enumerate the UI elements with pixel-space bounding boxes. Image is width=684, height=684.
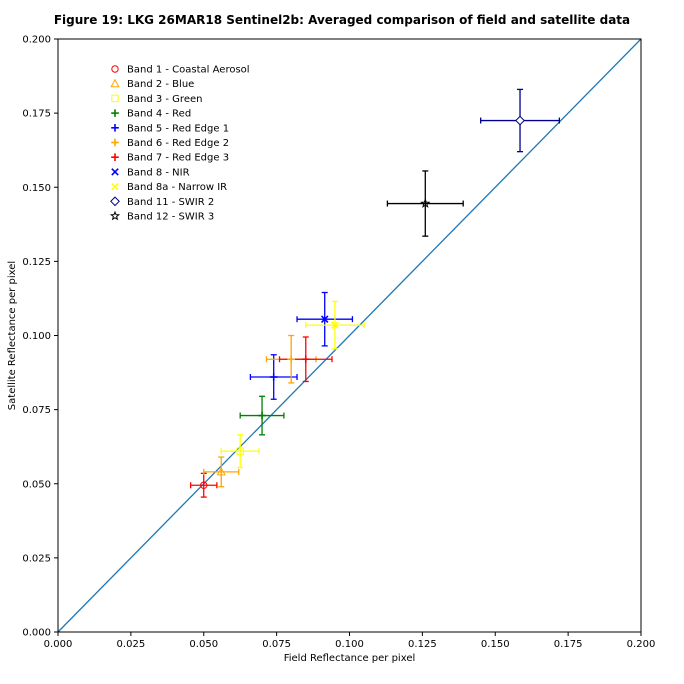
marker-square xyxy=(111,94,119,103)
legend-label: Band 5 - Red Edge 1 xyxy=(127,123,229,134)
legend-label: Band 8 - NIR xyxy=(127,167,190,178)
legend-entry: Band 8a - Narrow IR xyxy=(111,182,227,193)
y-tick-label: 0.100 xyxy=(22,331,51,342)
reference-line xyxy=(57,38,642,633)
legend-label: Band 3 - Green xyxy=(127,94,202,105)
data-point xyxy=(200,481,208,489)
data-point xyxy=(320,315,329,323)
data-point xyxy=(515,115,525,126)
data-point xyxy=(331,321,339,329)
legend-label: Band 8a - Narrow IR xyxy=(127,182,227,193)
legend-entry: Band 7 - Red Edge 3 xyxy=(111,153,229,164)
y-axis-label: Satellite Reflectance per pixel xyxy=(7,261,18,410)
x-tick-label: 0.075 xyxy=(262,639,291,650)
legend-label: Band 7 - Red Edge 3 xyxy=(127,153,229,164)
marker-x-b xyxy=(111,168,119,176)
x-tick-label: 0.000 xyxy=(44,639,73,650)
x-tick-label: 0.175 xyxy=(554,639,583,650)
errorbar-layer xyxy=(189,88,561,498)
marker-triangle xyxy=(110,78,120,88)
legend-entry: Band 5 - Red Edge 1 xyxy=(111,123,229,134)
reference-line-layer xyxy=(57,38,642,633)
data-point xyxy=(269,373,278,381)
marker-circle xyxy=(200,481,208,489)
y-tick-label: 0.150 xyxy=(22,183,51,194)
x-tick-label: 0.100 xyxy=(335,639,364,650)
legend-label: Band 11 - SWIR 2 xyxy=(127,197,214,208)
legend: Band 1 - Coastal Aerosol Band 2 - Blue Ban… xyxy=(109,65,250,223)
legend-label: Band 2 - Blue xyxy=(127,79,194,90)
x-axis: 0.000 0.025 0.050 0.075 0.100 0.125 0.150 0.175… xyxy=(44,632,656,650)
data-point xyxy=(236,447,244,455)
marker-square xyxy=(236,447,244,455)
chart-title: Figure 19: LKG 26MAR18 Sentinel2b: Avera… xyxy=(54,13,630,27)
y-tick-label: 0.075 xyxy=(22,405,51,416)
y-axis: 0.000 0.025 0.050 0.075 0.100 0.125 0.150 0.175… xyxy=(22,35,58,639)
legend-entry: Band 12 - SWIR 3 xyxy=(109,210,214,223)
x-tick-label: 0.200 xyxy=(627,639,656,650)
marker-circle xyxy=(111,65,119,73)
errorbar xyxy=(189,472,218,498)
y-tick-label: 0.200 xyxy=(22,35,51,46)
marker-x-b xyxy=(320,315,329,323)
marker-layer xyxy=(200,115,525,489)
legend-entry: Band 11 - SWIR 2 xyxy=(110,196,214,208)
x-tick-label: 0.050 xyxy=(189,639,218,650)
legend-entry: Band 8 - NIR xyxy=(111,167,190,178)
y-tick-label: 0.125 xyxy=(22,257,51,268)
y-tick-label: 0.025 xyxy=(22,553,51,564)
y-tick-label: 0.175 xyxy=(22,109,51,120)
marker-triangle xyxy=(216,466,226,476)
legend-entry: Band 1 - Coastal Aerosol xyxy=(111,65,250,76)
marker-star xyxy=(109,210,121,221)
legend-label: Band 12 - SWIR 3 xyxy=(127,212,214,223)
legend-label: Band 6 - Red Edge 2 xyxy=(127,138,229,149)
legend-label: Band 4 - Red xyxy=(127,109,191,120)
data-point xyxy=(420,198,431,208)
data-point xyxy=(301,355,310,364)
marker-x-b xyxy=(111,182,119,191)
marker-x-b xyxy=(331,321,339,329)
marker-diamond xyxy=(110,196,120,207)
marker-star xyxy=(420,198,431,208)
legend-entry: Band 4 - Red xyxy=(111,109,191,120)
legend-entry: Band 3 - Green xyxy=(111,94,202,105)
legend-label: Band 1 - Coastal Aerosol xyxy=(127,65,250,76)
x-axis-label: Field Reflectance per pixel xyxy=(284,653,416,664)
y-tick-label: 0.050 xyxy=(22,479,51,490)
data-point xyxy=(216,466,226,476)
marker-diamond xyxy=(515,115,525,126)
x-tick-label: 0.025 xyxy=(117,639,146,650)
y-tick-label: 0.000 xyxy=(22,628,51,639)
legend-entry: Band 6 - Red Edge 2 xyxy=(111,138,229,149)
legend-entry: Band 2 - Blue xyxy=(110,78,194,90)
x-tick-label: 0.125 xyxy=(408,639,437,650)
x-tick-label: 0.150 xyxy=(481,639,510,650)
errorbar xyxy=(386,170,464,237)
errorbar xyxy=(220,434,260,469)
data-point xyxy=(287,355,295,364)
data-point xyxy=(258,411,266,420)
errorbar xyxy=(203,456,240,488)
